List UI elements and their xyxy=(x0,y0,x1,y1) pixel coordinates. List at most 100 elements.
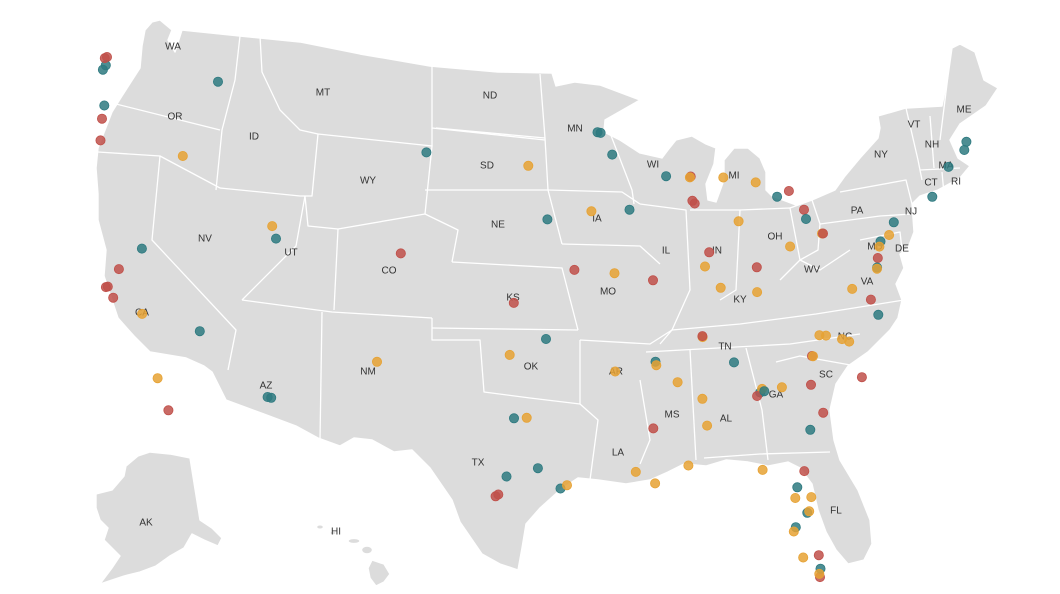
location-marker-teal[interactable] xyxy=(801,213,812,224)
location-marker-orange[interactable] xyxy=(697,393,708,404)
location-marker-orange[interactable] xyxy=(610,366,621,377)
location-marker-orange[interactable] xyxy=(683,460,694,471)
location-marker-orange[interactable] xyxy=(267,221,278,232)
location-marker-teal[interactable] xyxy=(661,171,672,182)
location-marker-teal[interactable] xyxy=(792,482,803,493)
location-marker-orange[interactable] xyxy=(814,568,825,579)
location-marker-red[interactable] xyxy=(493,489,504,500)
location-marker-orange[interactable] xyxy=(798,552,809,563)
location-marker-teal[interactable] xyxy=(805,424,816,435)
location-marker-teal[interactable] xyxy=(759,386,770,397)
location-marker-teal[interactable] xyxy=(212,76,223,87)
location-marker-red[interactable] xyxy=(97,113,108,124)
location-marker-red[interactable] xyxy=(818,407,829,418)
location-marker-orange[interactable] xyxy=(788,526,799,537)
location-marker-orange[interactable] xyxy=(804,506,815,517)
location-marker-red[interactable] xyxy=(697,331,708,342)
location-marker-orange[interactable] xyxy=(884,229,895,240)
location-marker-orange[interactable] xyxy=(790,492,801,503)
location-marker-orange[interactable] xyxy=(521,412,532,423)
location-marker-red[interactable] xyxy=(783,185,794,196)
location-marker-orange[interactable] xyxy=(650,478,661,489)
location-marker-red[interactable] xyxy=(872,252,883,263)
location-marker-teal[interactable] xyxy=(595,127,606,138)
location-marker-orange[interactable] xyxy=(874,241,885,252)
location-marker-orange[interactable] xyxy=(630,466,641,477)
location-marker-red[interactable] xyxy=(163,405,174,416)
location-marker-teal[interactable] xyxy=(927,191,938,202)
location-marker-red[interactable] xyxy=(99,53,110,64)
location-marker-red[interactable] xyxy=(687,195,698,206)
location-marker-red[interactable] xyxy=(799,204,810,215)
location-marker-red[interactable] xyxy=(865,294,876,305)
location-marker-teal[interactable] xyxy=(501,471,512,482)
location-marker-red[interactable] xyxy=(648,423,659,434)
location-marker-red[interactable] xyxy=(704,247,715,258)
location-marker-teal[interactable] xyxy=(943,161,954,172)
location-marker-orange[interactable] xyxy=(684,172,695,183)
location-marker-red[interactable] xyxy=(648,275,659,286)
location-marker-red[interactable] xyxy=(813,550,824,561)
location-marker-teal[interactable] xyxy=(97,64,108,75)
state-label-mn: MN xyxy=(567,124,583,135)
location-marker-teal[interactable] xyxy=(270,233,281,244)
location-marker-orange[interactable] xyxy=(586,206,597,217)
location-marker-orange[interactable] xyxy=(837,334,848,345)
location-marker-red[interactable] xyxy=(395,248,406,259)
location-marker-orange[interactable] xyxy=(672,377,683,388)
location-marker-red[interactable] xyxy=(799,466,810,477)
location-marker-red[interactable] xyxy=(818,228,829,239)
location-marker-orange[interactable] xyxy=(523,160,534,171)
location-marker-orange[interactable] xyxy=(609,268,620,279)
location-marker-teal[interactable] xyxy=(421,147,432,158)
location-marker-teal[interactable] xyxy=(194,326,205,337)
location-marker-orange[interactable] xyxy=(562,480,573,491)
location-marker-orange[interactable] xyxy=(808,351,819,362)
location-marker-red[interactable] xyxy=(751,262,762,273)
location-marker-orange[interactable] xyxy=(814,330,825,341)
location-marker-orange[interactable] xyxy=(700,261,711,272)
location-marker-red[interactable] xyxy=(508,297,519,308)
location-marker-orange[interactable] xyxy=(702,420,713,431)
location-marker-teal[interactable] xyxy=(542,214,553,225)
location-marker-red[interactable] xyxy=(102,281,113,292)
location-marker-orange[interactable] xyxy=(177,150,188,161)
location-marker-orange[interactable] xyxy=(785,241,796,252)
location-marker-orange[interactable] xyxy=(137,308,148,319)
location-marker-orange[interactable] xyxy=(757,464,768,475)
location-marker-teal[interactable] xyxy=(532,463,543,474)
location-marker-teal[interactable] xyxy=(961,136,972,147)
location-marker-orange[interactable] xyxy=(715,282,726,293)
location-marker-red[interactable] xyxy=(95,135,106,146)
location-marker-teal[interactable] xyxy=(888,217,899,228)
location-marker-orange[interactable] xyxy=(152,373,163,384)
location-marker-orange[interactable] xyxy=(806,492,817,503)
location-marker-red[interactable] xyxy=(856,372,867,383)
location-marker-teal[interactable] xyxy=(959,144,970,155)
location-marker-orange[interactable] xyxy=(718,172,729,183)
location-marker-teal[interactable] xyxy=(873,309,884,320)
location-marker-teal[interactable] xyxy=(624,204,635,215)
location-marker-teal[interactable] xyxy=(266,392,277,403)
location-marker-teal[interactable] xyxy=(772,191,783,202)
location-marker-orange[interactable] xyxy=(776,382,787,393)
location-marker-orange[interactable] xyxy=(651,360,662,371)
location-marker-teal[interactable] xyxy=(729,357,740,368)
location-marker-red[interactable] xyxy=(108,292,119,303)
location-marker-orange[interactable] xyxy=(872,263,883,274)
location-marker-red[interactable] xyxy=(752,390,763,401)
location-marker-teal[interactable] xyxy=(607,149,618,160)
location-marker-orange[interactable] xyxy=(371,356,382,367)
location-marker-orange[interactable] xyxy=(733,216,744,227)
location-marker-red[interactable] xyxy=(113,264,124,275)
location-marker-red[interactable] xyxy=(806,379,817,390)
location-marker-teal[interactable] xyxy=(99,100,110,111)
location-marker-orange[interactable] xyxy=(752,287,763,298)
location-marker-teal[interactable] xyxy=(136,243,147,254)
location-marker-orange[interactable] xyxy=(504,349,515,360)
location-marker-teal[interactable] xyxy=(508,413,519,424)
location-marker-orange[interactable] xyxy=(750,177,761,188)
location-marker-teal[interactable] xyxy=(541,333,552,344)
location-marker-orange[interactable] xyxy=(847,283,858,294)
location-marker-red[interactable] xyxy=(569,264,580,275)
